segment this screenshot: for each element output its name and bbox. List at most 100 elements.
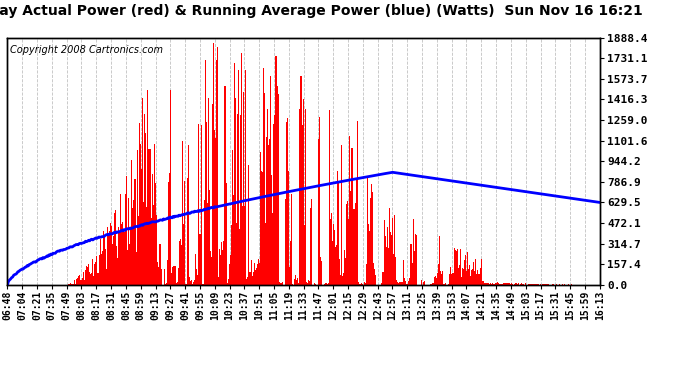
Bar bbox=[130, 229, 131, 285]
Bar bbox=[385, 236, 386, 285]
Bar bbox=[400, 282, 402, 285]
Bar bbox=[523, 284, 524, 285]
Bar bbox=[157, 262, 158, 285]
Bar bbox=[416, 235, 417, 285]
Bar bbox=[414, 252, 415, 285]
Bar bbox=[187, 178, 188, 285]
Bar bbox=[119, 231, 120, 285]
Bar bbox=[408, 278, 410, 285]
Bar bbox=[215, 138, 216, 285]
Bar bbox=[256, 268, 257, 285]
Bar bbox=[543, 284, 544, 285]
Bar bbox=[188, 145, 189, 285]
Bar bbox=[228, 264, 230, 285]
Bar bbox=[300, 76, 302, 285]
Bar bbox=[307, 283, 308, 285]
Bar bbox=[267, 110, 268, 285]
Bar bbox=[120, 194, 121, 285]
Bar bbox=[186, 284, 187, 285]
Bar bbox=[91, 273, 92, 285]
Bar bbox=[208, 98, 209, 285]
Bar bbox=[489, 284, 490, 285]
Bar bbox=[547, 284, 549, 285]
Bar bbox=[219, 249, 220, 285]
Bar bbox=[241, 53, 242, 285]
Bar bbox=[388, 248, 389, 285]
Bar bbox=[205, 60, 206, 285]
Bar bbox=[271, 175, 273, 285]
Bar bbox=[336, 245, 337, 285]
Bar bbox=[361, 283, 362, 285]
Bar bbox=[485, 283, 486, 285]
Bar bbox=[214, 130, 215, 285]
Bar bbox=[191, 280, 193, 285]
Bar bbox=[457, 268, 459, 285]
Bar bbox=[330, 219, 331, 285]
Bar bbox=[168, 182, 169, 285]
Bar bbox=[106, 268, 107, 285]
Bar bbox=[473, 262, 474, 285]
Bar bbox=[467, 252, 468, 285]
Bar bbox=[326, 284, 328, 285]
Bar bbox=[266, 137, 267, 285]
Bar bbox=[79, 274, 80, 285]
Bar bbox=[488, 283, 489, 285]
Bar bbox=[127, 250, 128, 285]
Bar bbox=[387, 227, 388, 285]
Bar bbox=[166, 284, 167, 285]
Bar bbox=[471, 270, 472, 285]
Bar bbox=[101, 251, 103, 285]
Bar bbox=[383, 272, 384, 285]
Bar bbox=[424, 280, 426, 285]
Bar bbox=[540, 284, 541, 285]
Bar bbox=[351, 148, 353, 285]
Bar bbox=[233, 195, 234, 285]
Bar bbox=[104, 236, 105, 285]
Bar bbox=[500, 284, 502, 285]
Bar bbox=[242, 206, 243, 285]
Bar bbox=[268, 145, 269, 285]
Bar bbox=[305, 109, 306, 285]
Bar bbox=[171, 273, 172, 285]
Bar bbox=[114, 213, 115, 285]
Bar bbox=[150, 218, 152, 285]
Bar bbox=[486, 283, 487, 285]
Bar bbox=[314, 284, 315, 285]
Bar bbox=[461, 277, 462, 285]
Bar bbox=[442, 271, 443, 285]
Bar bbox=[74, 280, 75, 285]
Bar bbox=[210, 251, 211, 285]
Bar bbox=[213, 43, 214, 285]
Bar bbox=[328, 110, 330, 285]
Bar bbox=[113, 236, 114, 285]
Bar bbox=[103, 231, 104, 285]
Bar bbox=[521, 284, 522, 285]
Bar bbox=[482, 281, 483, 285]
Bar bbox=[492, 283, 493, 285]
Bar bbox=[302, 99, 304, 285]
Bar bbox=[279, 283, 281, 285]
Bar bbox=[462, 268, 463, 285]
Bar bbox=[159, 244, 160, 285]
Bar bbox=[287, 118, 288, 285]
Bar bbox=[553, 284, 555, 285]
Bar bbox=[195, 254, 197, 285]
Bar bbox=[155, 183, 156, 285]
Bar bbox=[132, 208, 133, 285]
Bar bbox=[248, 165, 250, 285]
Bar bbox=[254, 263, 255, 285]
Bar bbox=[349, 136, 351, 285]
Bar bbox=[212, 104, 213, 285]
Bar bbox=[89, 272, 90, 285]
Bar bbox=[515, 284, 516, 285]
Bar bbox=[438, 264, 439, 285]
Bar bbox=[568, 284, 569, 285]
Bar bbox=[197, 275, 199, 285]
Bar bbox=[436, 278, 437, 285]
Bar bbox=[295, 275, 296, 285]
Bar bbox=[220, 255, 221, 285]
Bar bbox=[126, 176, 127, 285]
Bar bbox=[136, 252, 137, 285]
Bar bbox=[335, 248, 336, 285]
Bar bbox=[389, 208, 390, 285]
